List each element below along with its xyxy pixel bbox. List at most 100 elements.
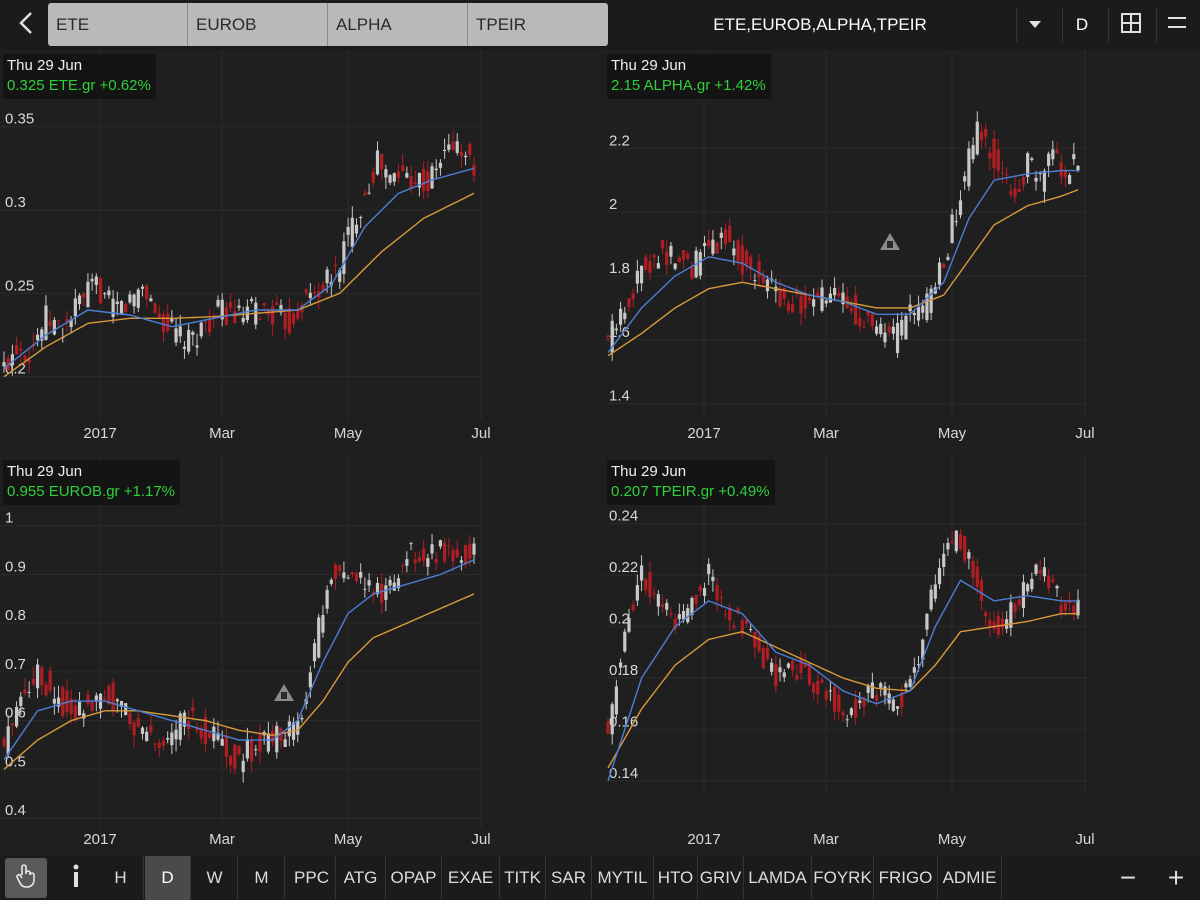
period-button-w[interactable]: W (192, 856, 238, 900)
candle (707, 558, 711, 585)
candle (6, 715, 10, 758)
quick-symbol-atg[interactable]: ATG (336, 856, 386, 900)
candle (1013, 601, 1017, 619)
candle (14, 701, 19, 729)
candle (1026, 151, 1030, 184)
candle (656, 255, 660, 269)
candle (115, 291, 119, 316)
x-tick-label: Mar (209, 831, 235, 848)
candle (447, 538, 451, 557)
symbol-tab-ete[interactable]: ETE (48, 3, 188, 46)
caret-down-icon (1028, 16, 1042, 34)
quick-symbol-frigo[interactable]: FRIGO (874, 856, 938, 900)
candle (325, 585, 329, 614)
candle (652, 587, 656, 600)
symbol-tab-tpeir[interactable]: TPEIR (468, 3, 608, 46)
chart-alpha[interactable]: 2.2 2 1.8 1.6 1.4 2017 Mar May Jul (604, 50, 1200, 455)
candle (405, 551, 409, 573)
candle (770, 658, 774, 676)
candle (161, 736, 166, 751)
chart-panel-ete[interactable]: 0.35 0.3 0.25 0.2 2017 Mar May Jul Thu 29 Jun 0… (0, 50, 600, 455)
candle (883, 323, 887, 348)
quick-symbol-admie[interactable]: ADMIE (938, 856, 1002, 900)
candle (656, 590, 660, 616)
candle (732, 621, 736, 631)
candle (1000, 611, 1005, 636)
candle (287, 715, 291, 747)
zoom-in-button[interactable]: + (1156, 856, 1196, 900)
quick-symbol-hto[interactable]: HTO (654, 856, 698, 900)
candle (757, 253, 761, 287)
quick-symbol-sar[interactable]: SAR (546, 856, 592, 900)
layout-button[interactable] (1108, 8, 1153, 42)
candle (73, 698, 77, 723)
candle (849, 298, 853, 315)
candle (178, 314, 182, 343)
chart-panel-tpeir[interactable]: 0.24 0.22 0.2 0.18 0.16 0.14 2017 Mar May Jul Thu… (604, 456, 1200, 861)
menu-button[interactable] (1156, 8, 1197, 42)
candle (224, 301, 229, 326)
candle (963, 535, 967, 564)
period-button-h[interactable]: H (98, 856, 144, 900)
candle (233, 299, 237, 324)
candle (833, 685, 837, 721)
symbol-tab-eurob[interactable]: EUROB (188, 3, 328, 46)
candle (1005, 167, 1009, 185)
y-tick-label: 1 (5, 510, 13, 527)
event-marker-icon[interactable] (274, 684, 294, 701)
candle (434, 551, 438, 571)
candle (119, 299, 124, 315)
candle (711, 569, 715, 592)
quick-symbol-lamda[interactable]: LAMDA (744, 856, 812, 900)
candle (723, 609, 728, 619)
candle (220, 730, 224, 746)
quick-symbol-opap[interactable]: OPAP (386, 856, 442, 900)
candle (220, 293, 224, 327)
candle (48, 310, 52, 333)
period-button[interactable]: D (1062, 8, 1101, 42)
period-button-m[interactable]: M (239, 856, 285, 900)
candle (1030, 156, 1034, 162)
candle (921, 638, 925, 668)
quick-symbol-foyrk[interactable]: FOYRK (812, 856, 874, 900)
candle (396, 164, 401, 184)
chart-panel-alpha[interactable]: 2.2 2 1.8 1.6 1.4 2017 Mar May Jul Thu 29 Jun 2.… (604, 50, 1200, 455)
quick-symbol-griv[interactable]: GRIV (698, 856, 744, 900)
candle (371, 588, 375, 604)
info-button[interactable] (56, 856, 96, 900)
candle (719, 227, 723, 250)
candle (933, 282, 937, 295)
candle (98, 276, 103, 305)
candle (90, 699, 94, 716)
quick-symbol-mytil[interactable]: MYTIL (592, 856, 654, 900)
quick-symbol-exae[interactable]: EXAE (442, 856, 500, 900)
candle (761, 645, 765, 670)
period-button-d[interactable]: D (145, 856, 191, 900)
candle (958, 529, 963, 552)
candle (707, 229, 711, 250)
quick-symbol-titk[interactable]: TITK (500, 856, 546, 900)
candle (786, 662, 791, 670)
y-tick-label: 0.22 (609, 559, 638, 576)
candle (472, 537, 476, 564)
pan-tool-button[interactable] (5, 858, 47, 898)
candle (44, 295, 48, 341)
candle (946, 537, 950, 557)
candle (237, 298, 241, 312)
candle (887, 322, 891, 338)
symbol-tab-alpha[interactable]: ALPHA (328, 3, 468, 46)
zoom-out-button[interactable]: − (1108, 856, 1148, 900)
event-marker-icon[interactable] (880, 233, 900, 250)
x-tick-label: May (334, 831, 363, 848)
candle (296, 301, 300, 321)
candle (56, 685, 61, 713)
watchlist-dropdown-button[interactable] (1016, 8, 1053, 42)
candle (954, 209, 958, 227)
back-button[interactable] (10, 8, 42, 42)
candle (984, 609, 988, 626)
quick-symbol-ppc[interactable]: PPC (288, 856, 336, 900)
